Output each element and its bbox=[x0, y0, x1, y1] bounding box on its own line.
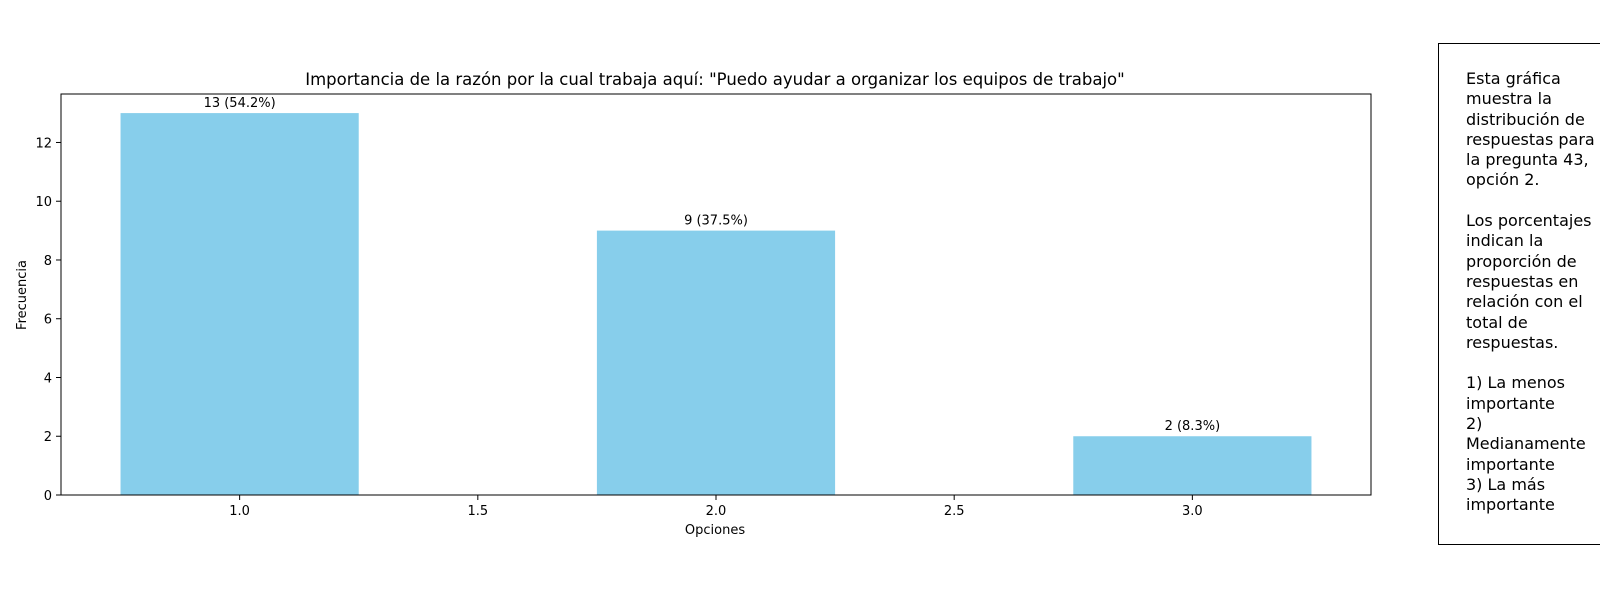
x-tick-label: 1.0 bbox=[229, 504, 250, 519]
y-axis-label: Frecuencia bbox=[15, 260, 30, 330]
plot-area: 13 (54.2%) 9 (37.5%) 2 (8.3%) 1.0 1.5 2.0 2.5 3… bbox=[35, 93, 1372, 519]
bar-value-label: 9 (37.5%) bbox=[684, 214, 748, 229]
explanation-box: Esta gráfica muestra la distribución de … bbox=[1438, 43, 1600, 545]
bar-value-label: 13 (54.2%) bbox=[204, 96, 276, 111]
bar bbox=[596, 230, 836, 495]
bar bbox=[1073, 436, 1312, 495]
explanation-text: Esta gráfica muestra la distribución de … bbox=[1466, 69, 1595, 515]
y-tick-label: 12 bbox=[35, 136, 52, 151]
y-tick-label: 8 bbox=[44, 254, 52, 269]
y-tick-label: 0 bbox=[44, 489, 52, 504]
y-tick-label: 4 bbox=[44, 371, 52, 386]
y-tick-label: 6 bbox=[44, 313, 52, 328]
bar-value-label: 2 (8.3%) bbox=[1165, 419, 1221, 434]
x-tick-label: 2.5 bbox=[944, 504, 965, 519]
x-tick-label: 1.5 bbox=[467, 504, 488, 519]
bar bbox=[120, 113, 359, 495]
y-tick-label: 10 bbox=[35, 195, 52, 210]
y-tick-label: 2 bbox=[44, 430, 52, 445]
chart-title: Importancia de la razón por la cual trab… bbox=[305, 70, 1125, 89]
x-tick-label: 2.0 bbox=[706, 504, 727, 519]
x-axis-label: Opciones bbox=[685, 523, 745, 538]
x-tick-label: 3.0 bbox=[1182, 504, 1203, 519]
